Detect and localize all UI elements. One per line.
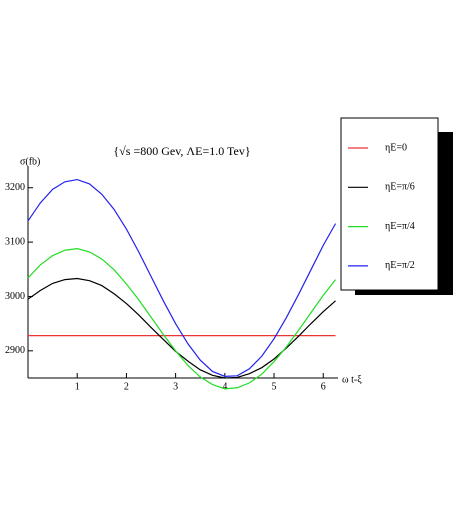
- legend-label: ηE=0: [385, 142, 407, 153]
- x-tick-label: 4: [222, 381, 227, 392]
- legend-label: ηE=π/6: [385, 182, 415, 193]
- x-axis-label: ω t-ξ: [342, 374, 362, 385]
- chart-title: {√s =800 Gev, ΛE=1.0 Tev}: [113, 144, 250, 158]
- x-tick-label: 1: [75, 381, 80, 392]
- legend-label: ηE=π/2: [385, 260, 415, 271]
- y-tick-label: 3100: [5, 236, 25, 247]
- x-tick-label: 3: [173, 381, 178, 392]
- x-tick-label: 5: [272, 381, 277, 392]
- x-tick-label: 2: [124, 381, 129, 392]
- x-tick-label: 6: [321, 381, 326, 392]
- legend-box: [340, 117, 439, 291]
- y-tick-label: 2900: [5, 345, 25, 356]
- y-tick-label: 3000: [5, 291, 25, 302]
- y-tick-label: 3200: [5, 182, 25, 193]
- series-line: [27, 248, 337, 390]
- y-axis-label: σ(fb): [20, 156, 40, 167]
- series-line: [27, 178, 337, 377]
- series-line: [27, 277, 336, 379]
- legend-label: ηE=π/4: [385, 221, 415, 232]
